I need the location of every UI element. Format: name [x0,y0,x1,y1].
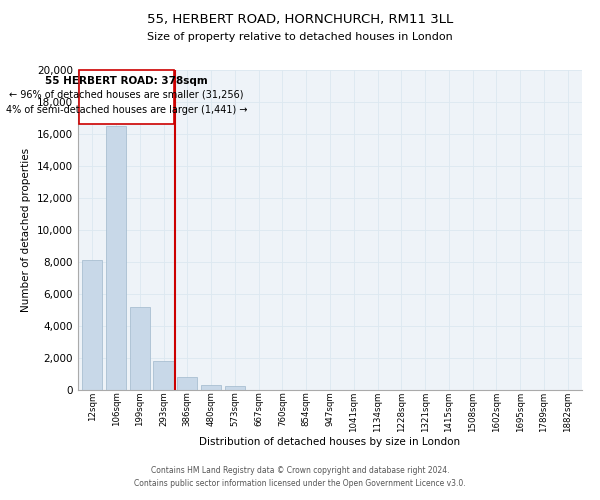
Text: Size of property relative to detached houses in London: Size of property relative to detached ho… [147,32,453,42]
Text: Contains HM Land Registry data © Crown copyright and database right 2024.
Contai: Contains HM Land Registry data © Crown c… [134,466,466,487]
Bar [82,260,103,390]
X-axis label: Distribution of detached houses by size in London: Distribution of detached houses by size … [199,438,461,448]
Bar [130,307,150,390]
Text: ← 96% of detached houses are smaller (31,256): ← 96% of detached houses are smaller (31… [10,89,244,99]
Bar [177,377,197,390]
Bar [201,385,221,390]
Text: 55 HERBERT ROAD: 378sqm: 55 HERBERT ROAD: 378sqm [46,76,208,86]
Text: 4% of semi-detached houses are larger (1,441) →: 4% of semi-detached houses are larger (1… [6,105,247,115]
Bar [225,386,245,390]
Text: 55, HERBERT ROAD, HORNCHURCH, RM11 3LL: 55, HERBERT ROAD, HORNCHURCH, RM11 3LL [147,12,453,26]
Bar [79,70,174,124]
Bar [154,361,173,390]
Bar [106,126,126,390]
Y-axis label: Number of detached properties: Number of detached properties [22,148,31,312]
